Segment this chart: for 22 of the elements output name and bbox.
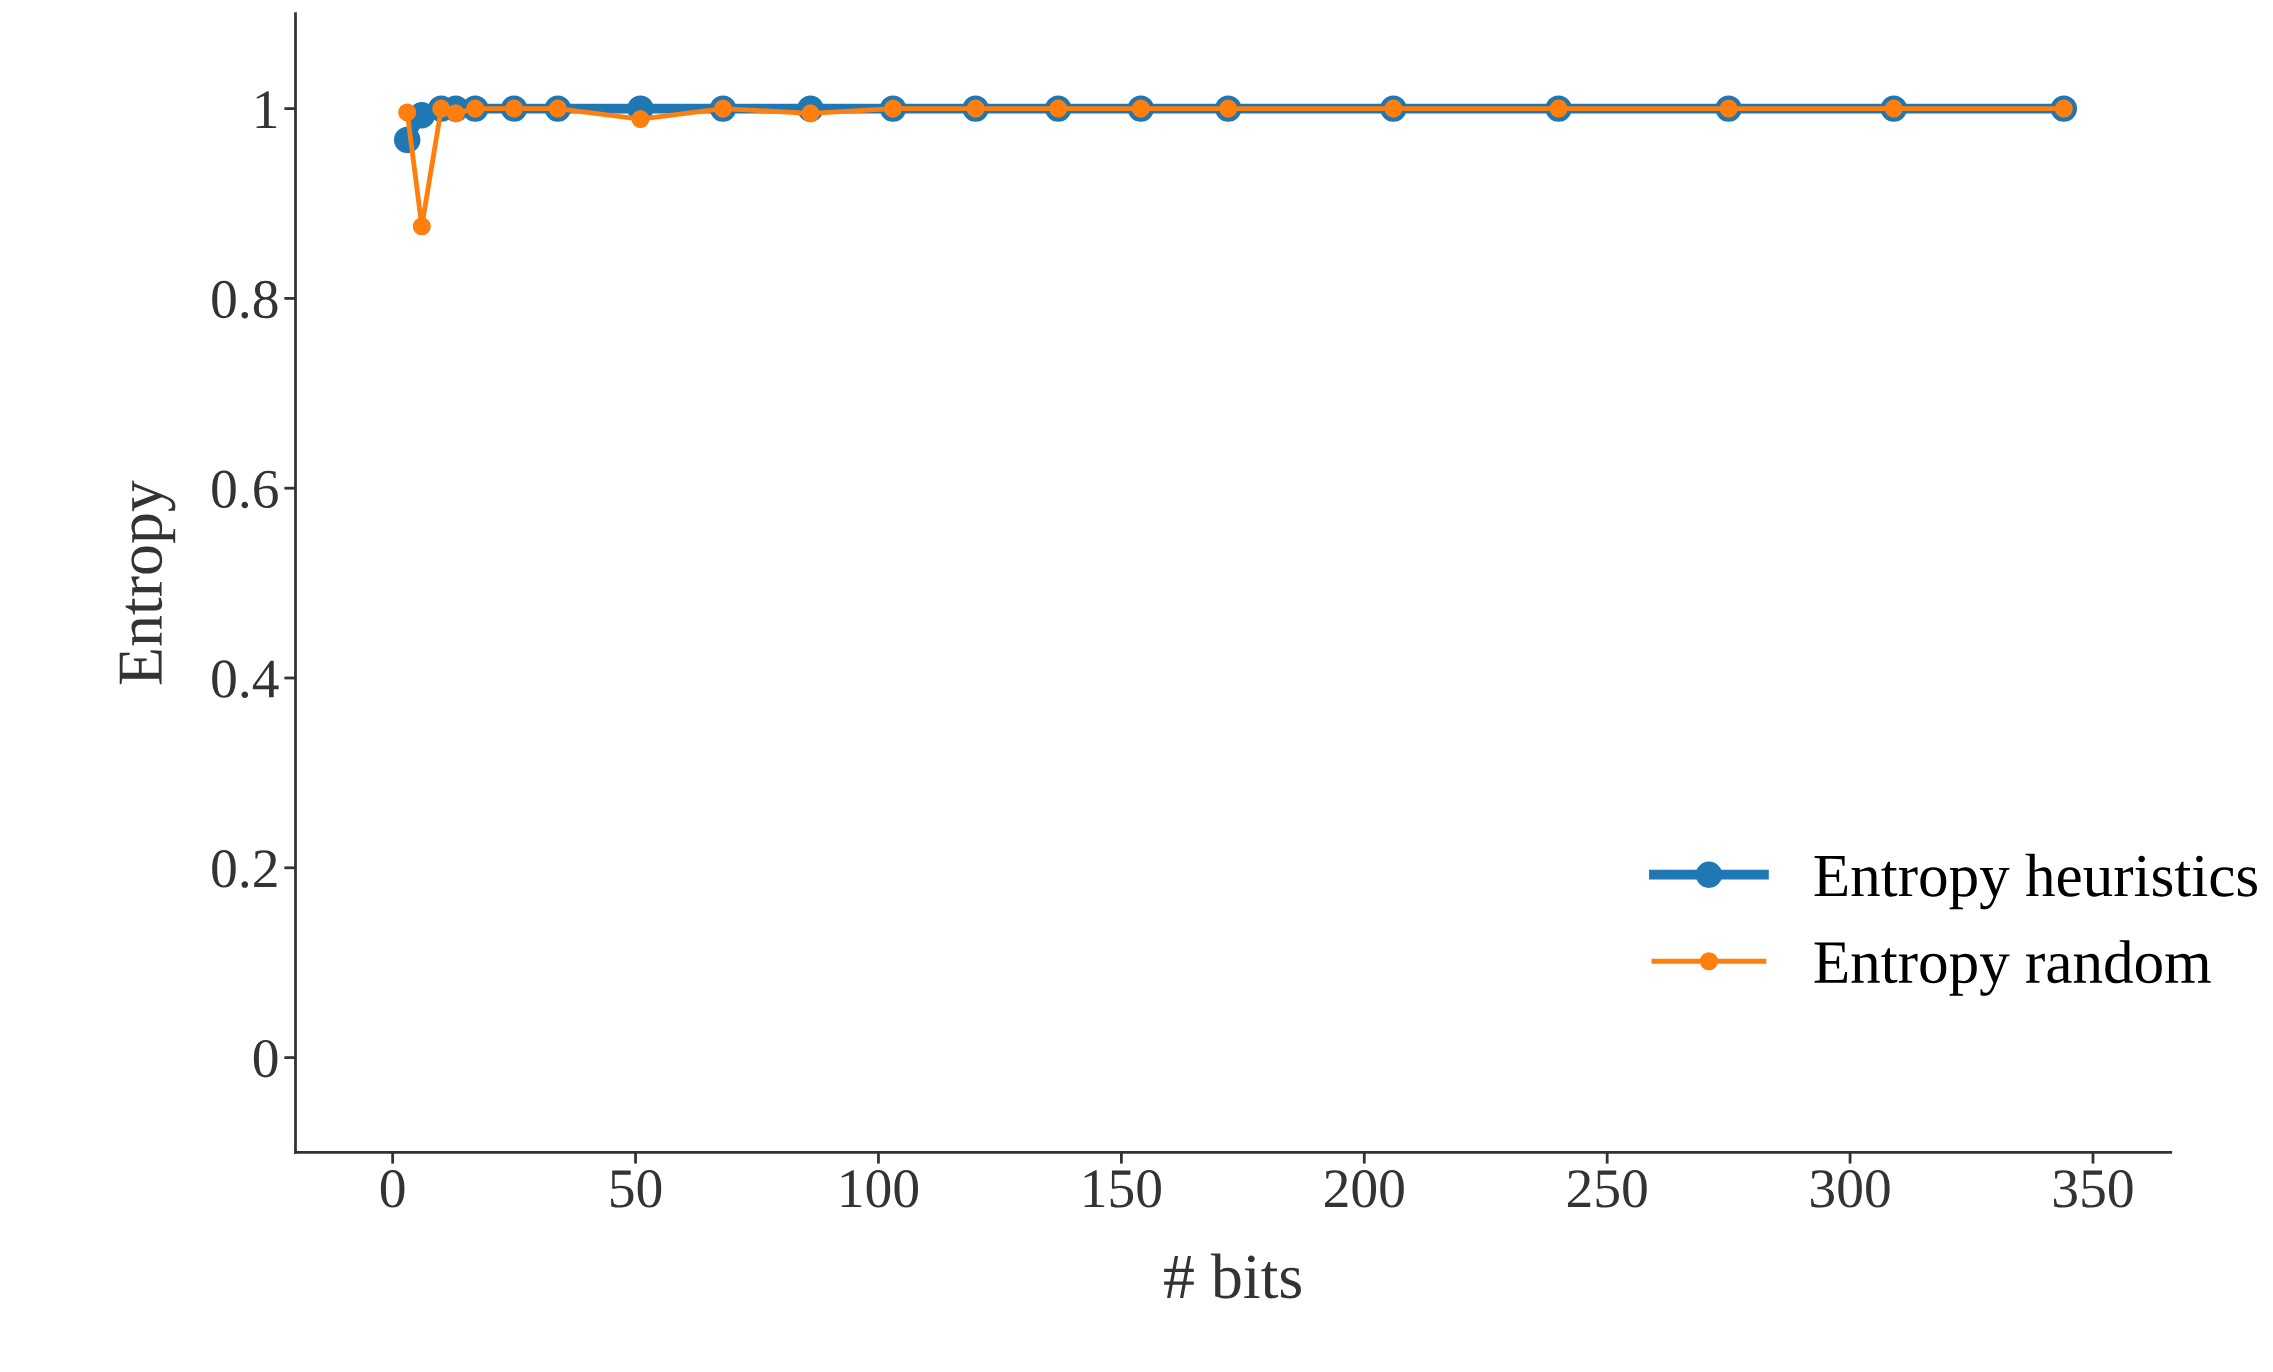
x-tick-label: 350 — [2053, 1170, 2133, 1208]
x-tick-label: 0 — [380, 1170, 405, 1208]
legend-label: Entropy random — [1814, 940, 2211, 996]
x-tick-label: 100 — [841, 1170, 919, 1208]
x-tick-label: 250 — [1567, 1170, 1647, 1208]
y-tick-label: 0.8 — [212, 280, 278, 319]
x-tick-label: 300 — [1811, 1170, 1890, 1208]
y-tick-label: 0 — [253, 1039, 278, 1078]
y-tick-label: 0.2 — [212, 850, 277, 888]
y-tick-label: 1 — [256, 91, 277, 128]
y-axis-title: Entropy — [119, 480, 176, 685]
point — [398, 103, 417, 122]
x-tick-label: 150 — [1084, 1170, 1161, 1208]
x-axis-title: # bits — [1164, 1253, 1301, 1299]
y-tick-label: 0.4 — [212, 660, 279, 699]
y-tick-label: 0.6 — [212, 470, 278, 509]
point — [631, 110, 650, 129]
legend-label: Entropy heuristics — [1814, 853, 2257, 910]
x-tick-label: 200 — [1325, 1170, 1404, 1208]
x-tick-label: 50 — [611, 1170, 662, 1208]
point — [412, 217, 431, 236]
point — [446, 104, 465, 123]
